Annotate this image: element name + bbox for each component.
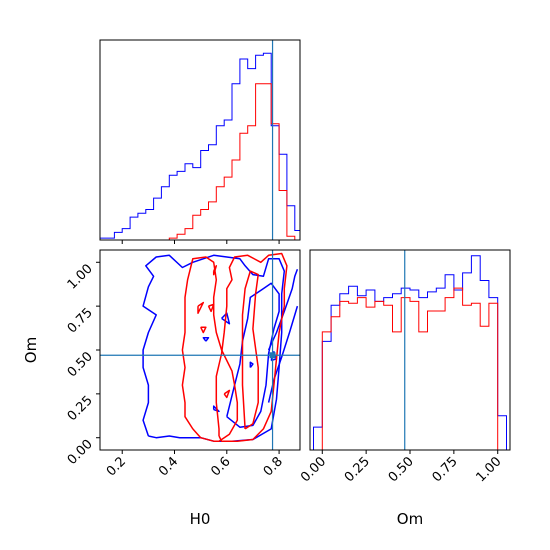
om-histogram-xlabel: Om: [397, 510, 423, 528]
contour-series-1-line-3: [223, 389, 231, 399]
contour-series-1-line-5: [212, 265, 218, 276]
contour-series-1-line-6: [207, 303, 215, 313]
h0-histogram-panel: [99, 39, 301, 244]
contour-series-0-line-6: [202, 336, 210, 342]
contour-series-1-line-4: [200, 326, 207, 334]
contour-series-1-line-7: [197, 301, 205, 314]
hist-Om-series-0-step: [313, 255, 507, 450]
contour-xlabel: H0: [190, 510, 211, 528]
contour-series-1-line-1: [181, 256, 239, 442]
h0-histogram-frame: [99, 39, 301, 241]
contour-series-1-line-0: [215, 252, 288, 442]
contour-series-1-line-2: [241, 270, 259, 430]
contour-ylabel: Om: [22, 337, 40, 363]
contour-series-0-line-2: [267, 269, 299, 351]
hist-H0-series-1-step: [161, 83, 296, 240]
hist-Om-series-1-step: [321, 287, 507, 450]
contour-series-0-line-7: [249, 361, 254, 368]
contour-truth-marker: [269, 352, 276, 359]
hist-H0-series-0-step: [100, 52, 300, 239]
contour-series-0-line-1: [226, 282, 280, 428]
